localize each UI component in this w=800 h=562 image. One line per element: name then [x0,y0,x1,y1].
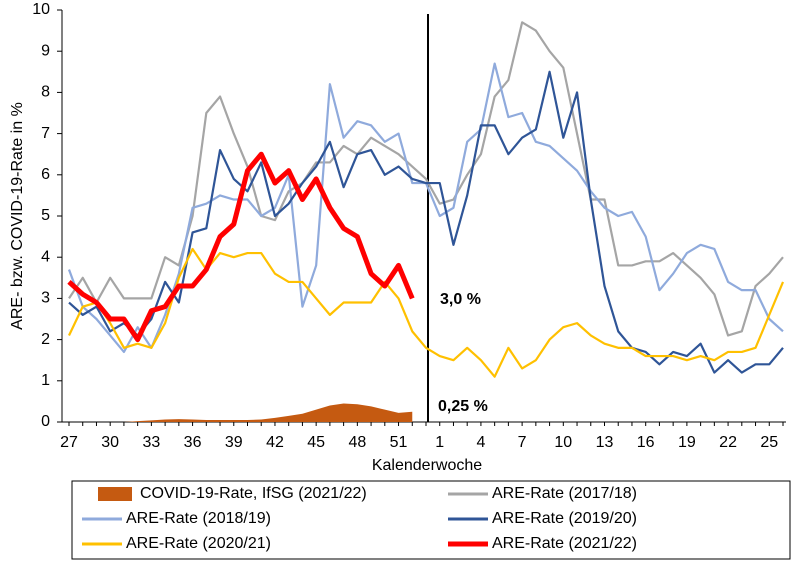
legend-box [71,480,791,560]
legend-label: COVID-19-Rate, IfSG (2021/22) [140,485,367,502]
x-tick-label: 36 [184,434,202,451]
series-line [67,62,784,354]
y-tick-label: 6 [41,166,50,183]
legend-label: ARE-Rate (2019/20) [492,510,637,527]
legend-swatch [98,487,132,501]
x-tick-label: 10 [554,434,572,451]
x-tick-label: 30 [101,434,119,451]
x-axis-title: Kalenderwoche [372,457,482,474]
y-tick-label: 1 [41,372,50,389]
x-tick-label: 48 [348,434,366,451]
x-tick-label: 1 [435,434,444,451]
x-tick-label: 39 [225,434,243,451]
y-tick-label: 10 [32,1,50,18]
y-tick-label: 9 [41,42,50,59]
y-tick-label: 4 [41,248,50,265]
legend-label: ARE-Rate (2021/22) [492,535,637,552]
covid-area [69,403,413,422]
y-tick-label: 3 [41,290,50,307]
x-tick-label: 22 [719,434,737,451]
legend-label: ARE-Rate (2020/21) [126,535,271,552]
x-tick-label: 27 [60,434,78,451]
annotation: 0,25 % [438,398,488,415]
y-axis-title: ARE- bzw. COVID-19-Rate in % [9,102,26,330]
legend-label: ARE-Rate (2017/18) [492,485,637,502]
y-tick-label: 0 [41,413,50,430]
x-tick-label: 4 [476,434,485,451]
x-tick-label: 13 [596,434,614,451]
y-tick-label: 5 [41,207,50,224]
x-tick-label: 7 [518,434,527,451]
series-line [67,151,415,343]
legend-label: ARE-Rate (2018/19) [126,510,271,527]
x-tick-label: 25 [760,434,778,451]
x-tick-label: 16 [637,434,655,451]
y-tick-label: 2 [41,331,50,348]
x-tick-label: 19 [678,434,696,451]
annotation: 3,0 % [440,291,481,308]
x-tick-label: 42 [266,434,284,451]
series-line [68,247,785,378]
y-tick-label: 8 [41,84,50,101]
x-tick-label: 51 [390,434,408,451]
series-line [68,70,784,374]
x-tick-label: 33 [142,434,160,451]
x-tick-label: 45 [307,434,325,451]
y-tick-label: 7 [41,125,50,142]
